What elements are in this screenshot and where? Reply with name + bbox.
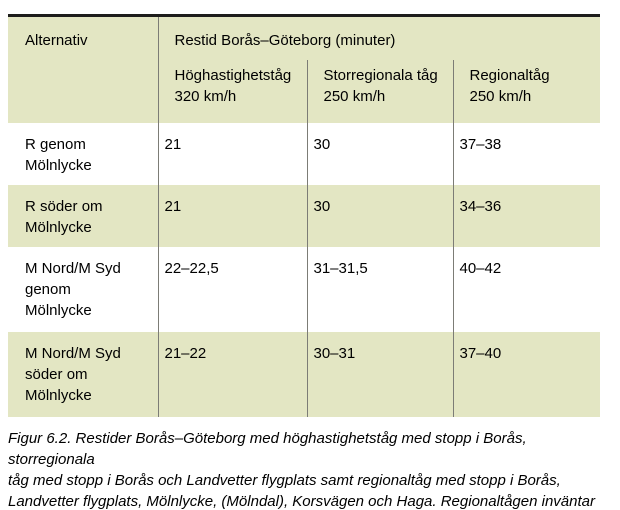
row-label: M Nord/M Syd genom Mölnlycke	[25, 260, 121, 319]
column-header-storregionala: Storregionala tåg 250 km/h	[306, 60, 453, 123]
cell-value: 30–31	[306, 332, 453, 417]
table-header-row-1: Alternativ Restid Borås–Göteborg (minute…	[8, 15, 601, 123]
column-header-hoghastighetstag: Höghastighetståg 320 km/h	[157, 60, 307, 123]
cell-value: 34–36	[452, 185, 601, 247]
row-label: R söder om Mölnlycke	[8, 185, 158, 247]
cell-value: 37–40	[452, 332, 601, 417]
table-header-row-2: Höghastighetståg 320 km/h Storregionala …	[8, 60, 601, 123]
travel-time-table: Alternativ Restid Borås–Göteborg (minute…	[8, 14, 601, 417]
row-label: R genom Mölnlycke	[25, 136, 92, 174]
cell-value: 37–38	[452, 123, 601, 185]
row-label: M Nord/M Syd söder om Mölnlycke	[8, 332, 158, 417]
figure-caption: Figur 6.2. Restider Borås–Göteborg med h…	[8, 430, 595, 510]
table-row: R genom Mölnlycke 21 30 37–38	[8, 123, 601, 185]
table-row: M Nord/M Syd söder om Mölnlycke 21–22 30…	[8, 332, 601, 417]
table-row: R söder om Mölnlycke 21 30 34–36	[8, 185, 601, 247]
column-header-restid-span: Restid Borås–Göteborg (minuter)	[157, 15, 601, 60]
cell-value: 31–31,5	[306, 247, 453, 332]
cell-value: 21	[157, 185, 307, 247]
cell-value: 21	[157, 123, 307, 185]
cell-value: 40–42	[452, 247, 601, 332]
column-header-alternativ: Alternativ	[8, 15, 158, 123]
cell-value: 21–22	[157, 332, 307, 417]
column-header-regionaltag: Regionaltåg 250 km/h	[452, 60, 601, 123]
cell-value: 30	[306, 123, 453, 185]
table-row: M Nord/M Syd genom Mölnlycke 22–22,5 31–…	[8, 247, 601, 332]
cell-value: 30	[306, 185, 453, 247]
cell-value: 22–22,5	[157, 247, 307, 332]
